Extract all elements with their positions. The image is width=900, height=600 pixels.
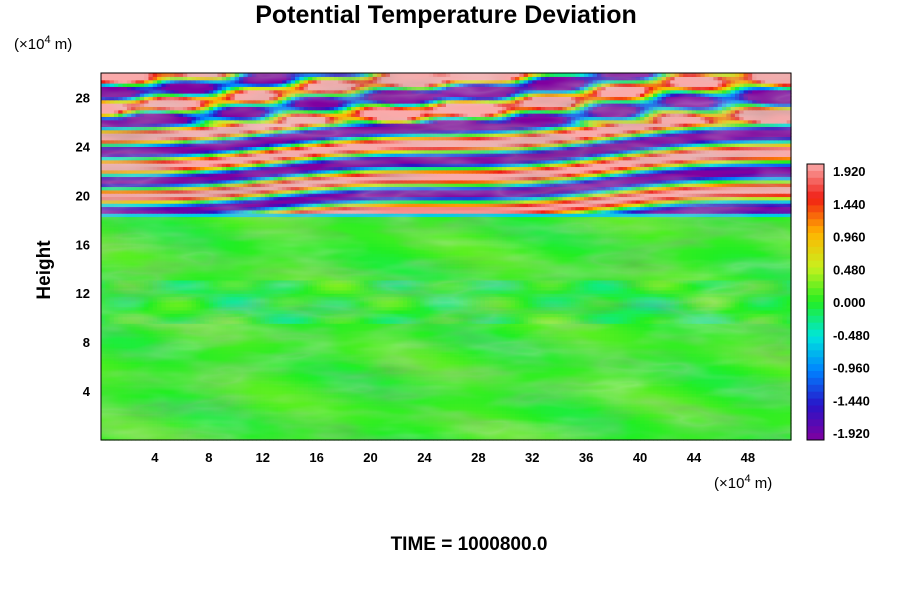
y-unit-label: (×104 m) [14, 34, 72, 53]
chart-title: Potential Temperature Deviation [255, 1, 637, 29]
plot-area [100, 72, 792, 441]
